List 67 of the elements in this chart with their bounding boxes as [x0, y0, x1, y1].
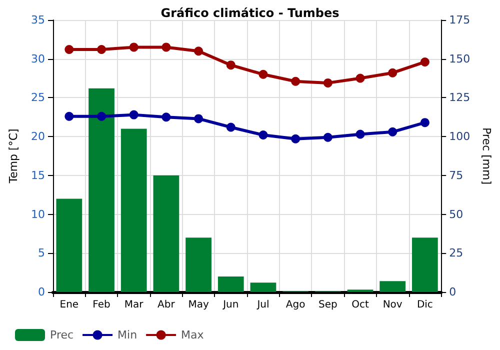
y-tick-label: 25	[31, 91, 45, 104]
legend-label: Max	[181, 328, 204, 342]
point	[226, 60, 236, 70]
y2-tick-label: 50	[449, 208, 464, 221]
point	[291, 76, 300, 86]
legend-label: Min	[118, 328, 138, 342]
bar	[250, 282, 276, 292]
x-tick-label: Nov	[382, 300, 402, 310]
y-tick-label: 0	[38, 286, 45, 298]
x-tick-label: Ene	[60, 300, 79, 310]
x-tick-label: May	[188, 300, 209, 310]
bar	[88, 88, 114, 292]
x-tick-label: Mar	[124, 300, 144, 310]
point	[388, 68, 398, 78]
point	[356, 74, 365, 83]
chart-title: Gráfico climático - Tumbes	[160, 6, 340, 20]
x-tick-label: Jun	[222, 300, 239, 310]
y-tick-label: 35	[31, 14, 45, 26]
point	[162, 42, 171, 52]
point	[291, 134, 300, 144]
bar	[186, 238, 212, 292]
bar	[412, 238, 438, 292]
x-tick-label: Sep	[318, 300, 338, 310]
y2-tick-label: 75	[449, 168, 464, 182]
point	[194, 114, 204, 124]
point	[64, 45, 74, 54]
point	[420, 118, 430, 128]
point	[97, 45, 106, 54]
bar	[120, 128, 147, 292]
bar	[380, 281, 406, 292]
y-tick-label: 30	[31, 52, 45, 66]
point	[129, 110, 138, 120]
point	[129, 42, 138, 52]
y2-tick-label: 125	[449, 91, 470, 104]
x-tick-label: Jul	[256, 300, 270, 310]
bar	[56, 198, 82, 292]
y-tick-label: 20	[31, 130, 45, 144]
point	[323, 132, 332, 142]
y2-tick-label: 100	[449, 130, 470, 144]
point	[258, 130, 268, 140]
point	[162, 112, 171, 122]
x-tick-label: Dic	[416, 300, 433, 310]
y-tick-label: 10	[31, 208, 45, 221]
x-tick-label: Abr	[158, 300, 176, 310]
point	[97, 112, 106, 121]
point	[323, 78, 332, 88]
x-tick-label: Ago	[286, 300, 306, 310]
y2-tick-label: 0	[449, 286, 456, 298]
bar	[218, 276, 244, 292]
point	[356, 130, 365, 139]
y2-tick-label: 175	[449, 14, 470, 26]
y-tick-label: 15	[31, 168, 45, 182]
point	[258, 70, 268, 79]
point	[226, 122, 236, 132]
x-tick-label: Feb	[92, 300, 110, 310]
x-tick-label: Oct	[352, 300, 369, 310]
point	[64, 112, 74, 121]
point	[194, 46, 204, 56]
point	[388, 127, 398, 136]
point	[420, 57, 430, 66]
legend-label: Prec	[50, 328, 74, 342]
y-axis-title: Temp [°C]	[7, 128, 20, 184]
bar	[153, 175, 180, 292]
y2-axis-title: Prec [mm]	[480, 127, 493, 185]
y2-tick-label: 25	[449, 246, 464, 260]
y2-tick-label: 150	[449, 52, 470, 66]
y-tick-label: 5	[38, 246, 45, 260]
